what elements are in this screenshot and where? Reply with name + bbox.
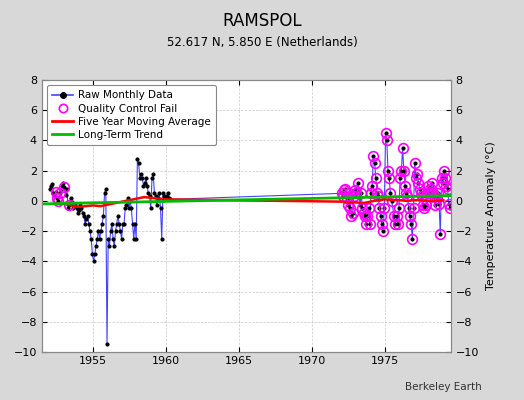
Text: 52.617 N, 5.850 E (Netherlands): 52.617 N, 5.850 E (Netherlands) <box>167 36 357 49</box>
Y-axis label: Temperature Anomaly (°C): Temperature Anomaly (°C) <box>486 142 496 290</box>
Text: Berkeley Earth: Berkeley Earth <box>406 382 482 392</box>
Text: RAMSPOL: RAMSPOL <box>222 12 302 30</box>
Legend: Raw Monthly Data, Quality Control Fail, Five Year Moving Average, Long-Term Tren: Raw Monthly Data, Quality Control Fail, … <box>47 85 216 145</box>
